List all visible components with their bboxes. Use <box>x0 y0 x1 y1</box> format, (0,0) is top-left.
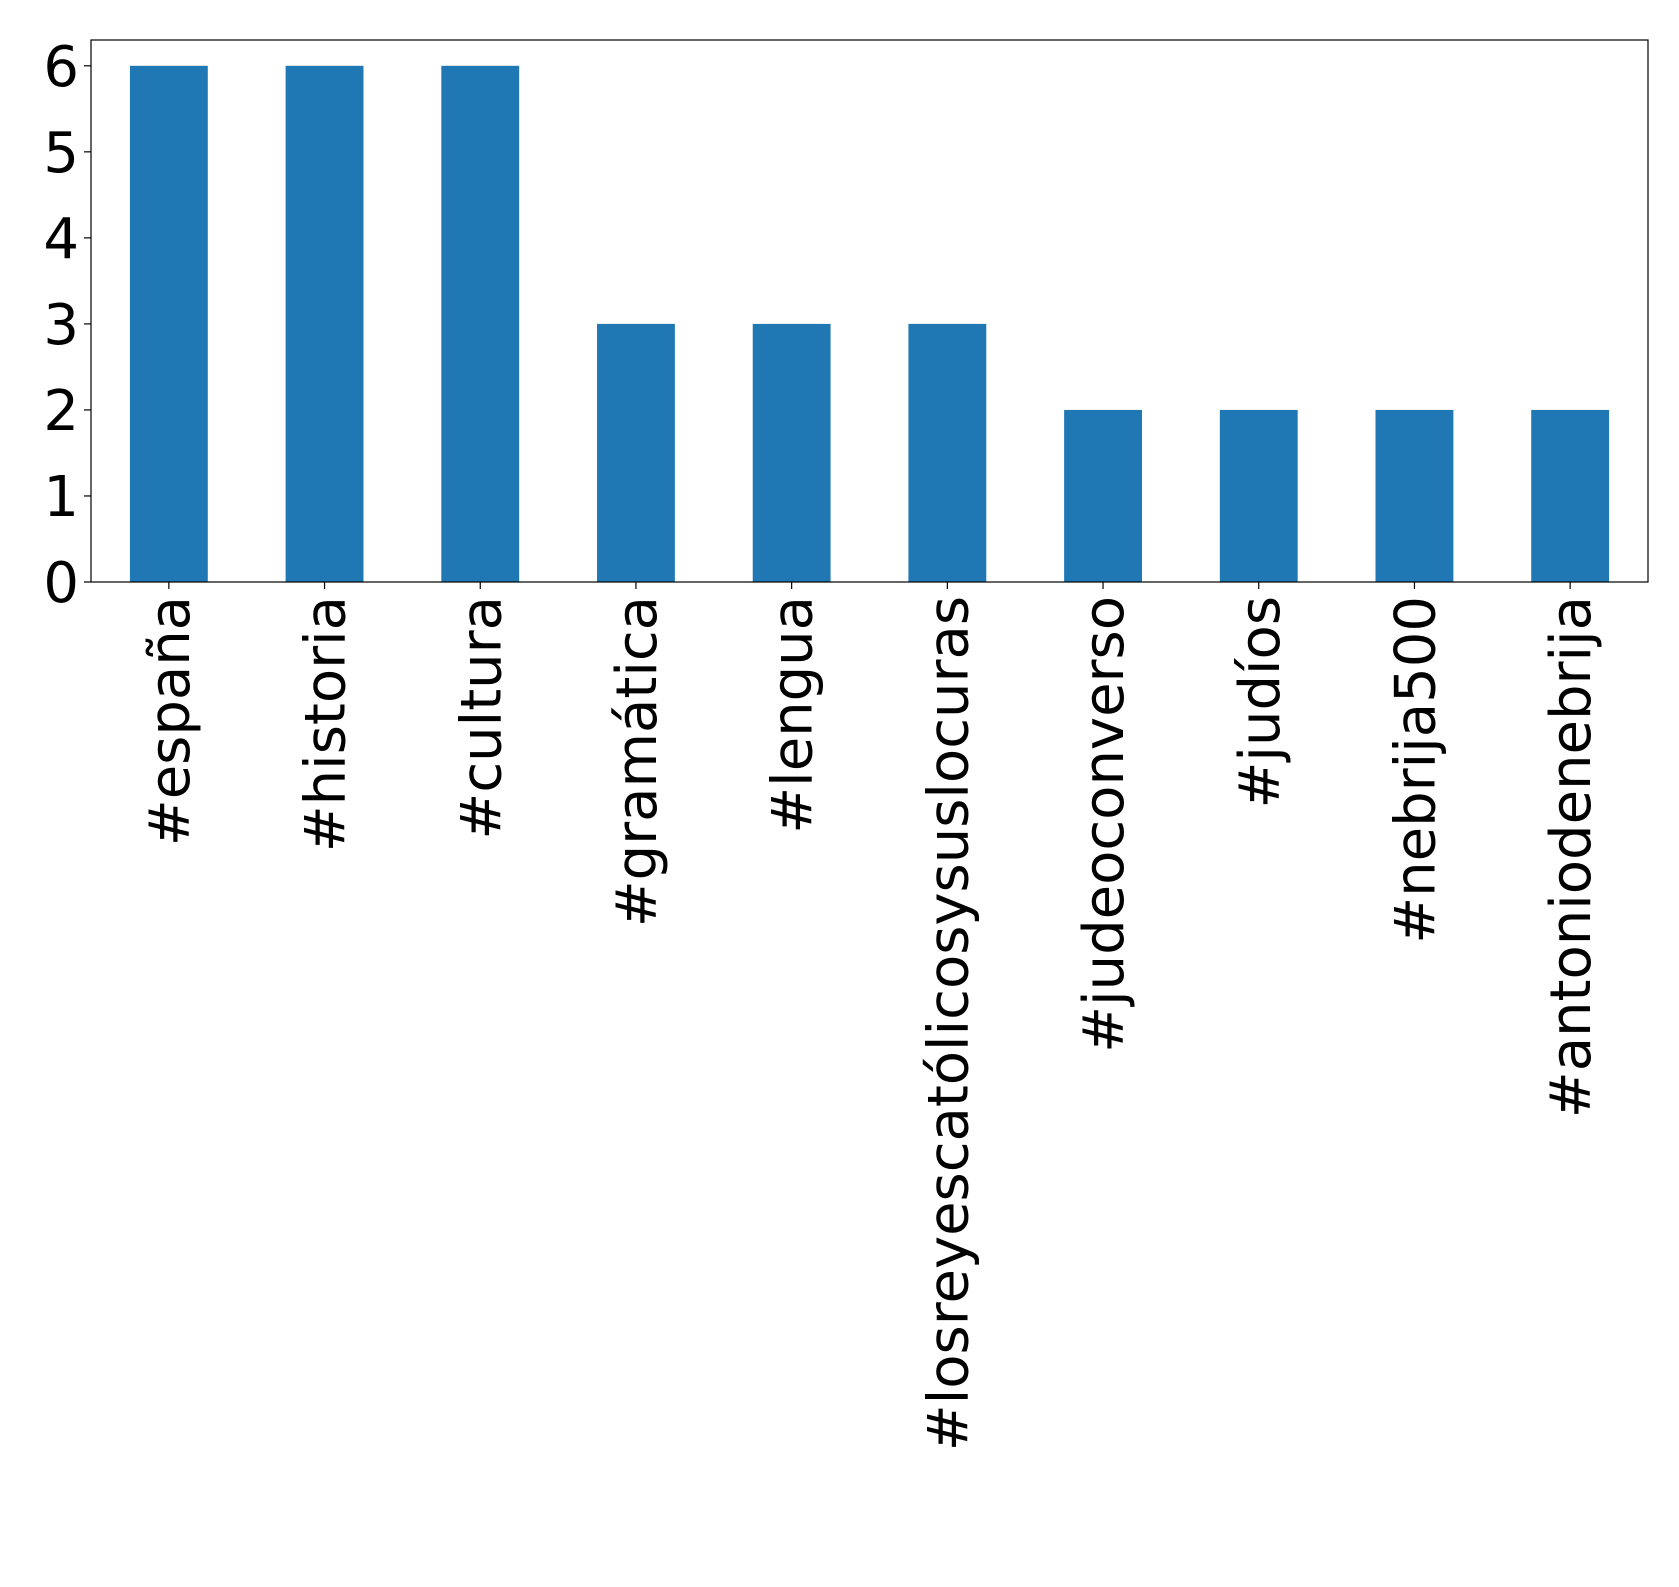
bar-0 <box>129 65 208 582</box>
x-tick-label: #gramática <box>605 596 670 927</box>
x-tick-label: #lengua <box>761 596 826 834</box>
plot-frame <box>90 39 1649 583</box>
bar-8 <box>1375 409 1454 582</box>
x-tick-label: #historia <box>294 596 359 852</box>
bars-layer <box>129 65 1610 582</box>
y-tick-label: 2 <box>43 379 79 444</box>
bar-6 <box>1064 409 1142 582</box>
x-tick-label: #españa <box>138 596 203 846</box>
y-tick-label: 0 <box>43 551 79 616</box>
x-tick-label: #antoniodenebrija <box>1539 596 1604 1118</box>
x-tick-label: #judeoconverso <box>1072 596 1137 1053</box>
bar-1 <box>285 65 364 582</box>
x-tick-label: #judíos <box>1228 596 1293 809</box>
ticks-layer: #españa #historia #cultura #gramática #lengu… <box>43 35 1604 1451</box>
x-tick-label: #losreyescatólicosysuslocuras <box>916 596 981 1451</box>
x-tick-label: #nebrija500 <box>1383 596 1448 944</box>
y-tick-label: 1 <box>43 465 79 530</box>
bar-4 <box>752 323 831 582</box>
bar-2 <box>441 65 520 582</box>
axes-layer <box>90 39 1649 583</box>
y-tick-label: 6 <box>43 35 79 100</box>
y-tick-label: 5 <box>43 121 79 186</box>
y-tick-label: 4 <box>43 207 79 272</box>
bar-5 <box>908 323 987 582</box>
bar-9 <box>1531 409 1610 582</box>
y-tick-label: 3 <box>43 293 79 358</box>
x-tick-label: #cultura <box>449 596 514 840</box>
bar-7 <box>1219 409 1298 582</box>
bar-3 <box>597 323 675 582</box>
